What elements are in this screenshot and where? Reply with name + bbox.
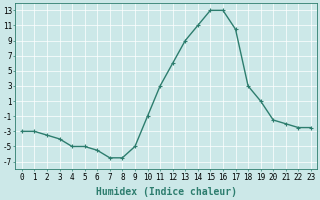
X-axis label: Humidex (Indice chaleur): Humidex (Indice chaleur) — [96, 187, 237, 197]
